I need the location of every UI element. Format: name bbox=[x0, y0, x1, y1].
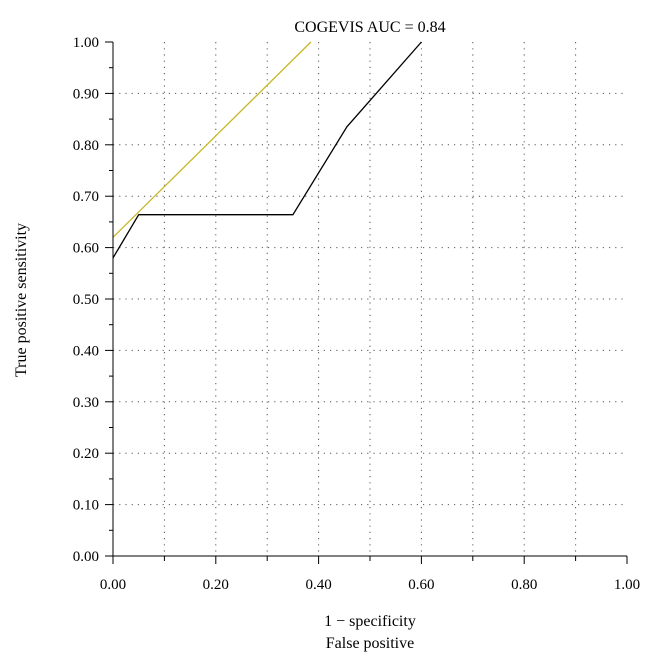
y-tick-label: 0.10 bbox=[73, 498, 99, 514]
y-tick-label: 0.50 bbox=[73, 292, 99, 308]
y-tick-label: 1.00 bbox=[73, 35, 99, 51]
x-tick-label: 1.00 bbox=[614, 577, 640, 593]
chart-title: COGEVIS AUC = 0.84 bbox=[294, 19, 445, 36]
grid-lines bbox=[113, 42, 627, 556]
y-axis-label: True positive sensitivity bbox=[13, 223, 30, 377]
x-tick-label: 0.00 bbox=[100, 577, 126, 593]
series-layer bbox=[112, 41, 422, 259]
series-line-1 bbox=[112, 41, 422, 259]
y-tick-label: 0.40 bbox=[73, 343, 99, 359]
y-tick-label: 0.90 bbox=[73, 86, 99, 102]
y-tick-label: 0.00 bbox=[73, 549, 99, 565]
y-tick-label: 0.70 bbox=[73, 189, 99, 205]
y-tick-label: 0.20 bbox=[73, 446, 99, 462]
y-tick-label: 0.30 bbox=[73, 395, 99, 411]
tick-marks bbox=[105, 41, 628, 564]
axes bbox=[112, 42, 627, 557]
y-tick-label: 0.80 bbox=[73, 138, 99, 154]
x-tick-label: 0.60 bbox=[408, 577, 434, 593]
x-tick-label: 0.40 bbox=[305, 577, 331, 593]
series-line-2 bbox=[112, 41, 312, 238]
x-axis-label-secondary: False positive bbox=[326, 635, 414, 652]
tick-labels: 0.00 0.10 0.20 0.30 0.40 0.50 0.60 0.70 0.80 0.90… bbox=[73, 35, 640, 593]
y-tick-label: 0.60 bbox=[73, 241, 99, 257]
x-tick-label: 0.80 bbox=[511, 577, 537, 593]
x-tick-label: 0.20 bbox=[203, 577, 229, 593]
x-axis-label: 1 − specificity bbox=[324, 613, 416, 630]
